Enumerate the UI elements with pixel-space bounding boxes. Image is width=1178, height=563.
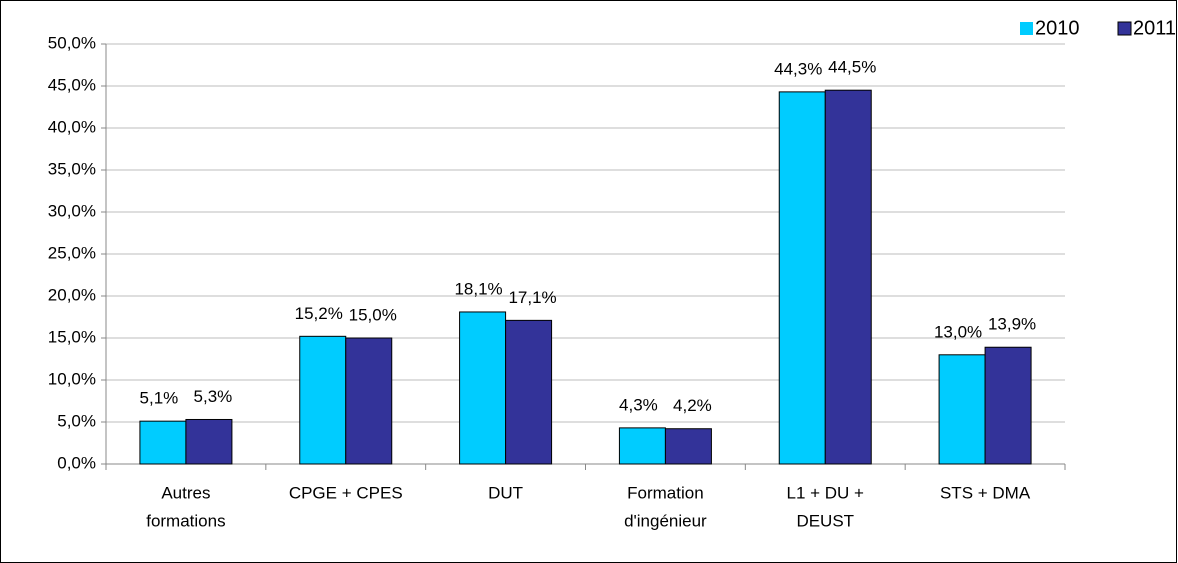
bar	[139, 420, 187, 465]
data-label: 13,9%	[988, 315, 1036, 334]
y-tick-label: 50,0%	[48, 33, 96, 52]
bar	[505, 319, 553, 465]
y-tick-label: 15,0%	[48, 327, 96, 346]
data-label: 13,0%	[934, 322, 982, 341]
x-tick-label: CPGE + CPES	[289, 483, 403, 502]
bar	[299, 335, 347, 465]
legend-label: 2011	[1133, 17, 1176, 39]
y-tick-label: 35,0%	[48, 159, 96, 178]
y-tick-label: 5,0%	[57, 411, 96, 430]
y-tick-label: 30,0%	[48, 201, 96, 220]
x-tick-label: L1 + DU +	[787, 483, 865, 502]
data-label: 44,5%	[828, 58, 876, 77]
x-tick-label: formations	[146, 511, 225, 530]
y-tick-label: 10,0%	[48, 369, 96, 388]
bar	[778, 91, 826, 465]
data-label: 15,0%	[349, 305, 397, 324]
data-label: 15,2%	[295, 304, 343, 323]
y-tick-label: 0,0%	[57, 453, 96, 472]
data-label: 44,3%	[774, 59, 822, 78]
y-tick-label: 20,0%	[48, 285, 96, 304]
bar	[664, 428, 712, 465]
data-label: 5,3%	[194, 387, 233, 406]
y-tick-label: 40,0%	[48, 117, 96, 136]
x-tick-label: STS + DMA	[940, 483, 1031, 502]
data-label: 5,1%	[140, 389, 179, 408]
y-tick-label: 25,0%	[48, 243, 96, 262]
bar	[824, 89, 872, 465]
x-tick-label: DUT	[488, 483, 523, 502]
legend-swatch	[1020, 22, 1033, 35]
x-tick-label: Autres	[161, 483, 210, 502]
bar	[938, 354, 986, 465]
x-tick-label: d'ingénieur	[624, 511, 707, 530]
legend-label: 2010	[1035, 17, 1080, 39]
y-tick-label: 45,0%	[48, 75, 96, 94]
data-label: 18,1%	[454, 279, 502, 298]
x-tick-label: Formation	[627, 483, 704, 502]
data-label: 17,1%	[508, 288, 556, 307]
legend-swatch	[1117, 21, 1132, 36]
bar	[185, 418, 233, 465]
data-label: 4,3%	[619, 395, 658, 414]
bar	[459, 311, 507, 465]
bar	[618, 427, 666, 465]
bar	[345, 337, 393, 465]
bar	[984, 346, 1032, 465]
x-tick-label: DEUST	[796, 511, 854, 530]
data-label: 4,2%	[673, 396, 712, 415]
